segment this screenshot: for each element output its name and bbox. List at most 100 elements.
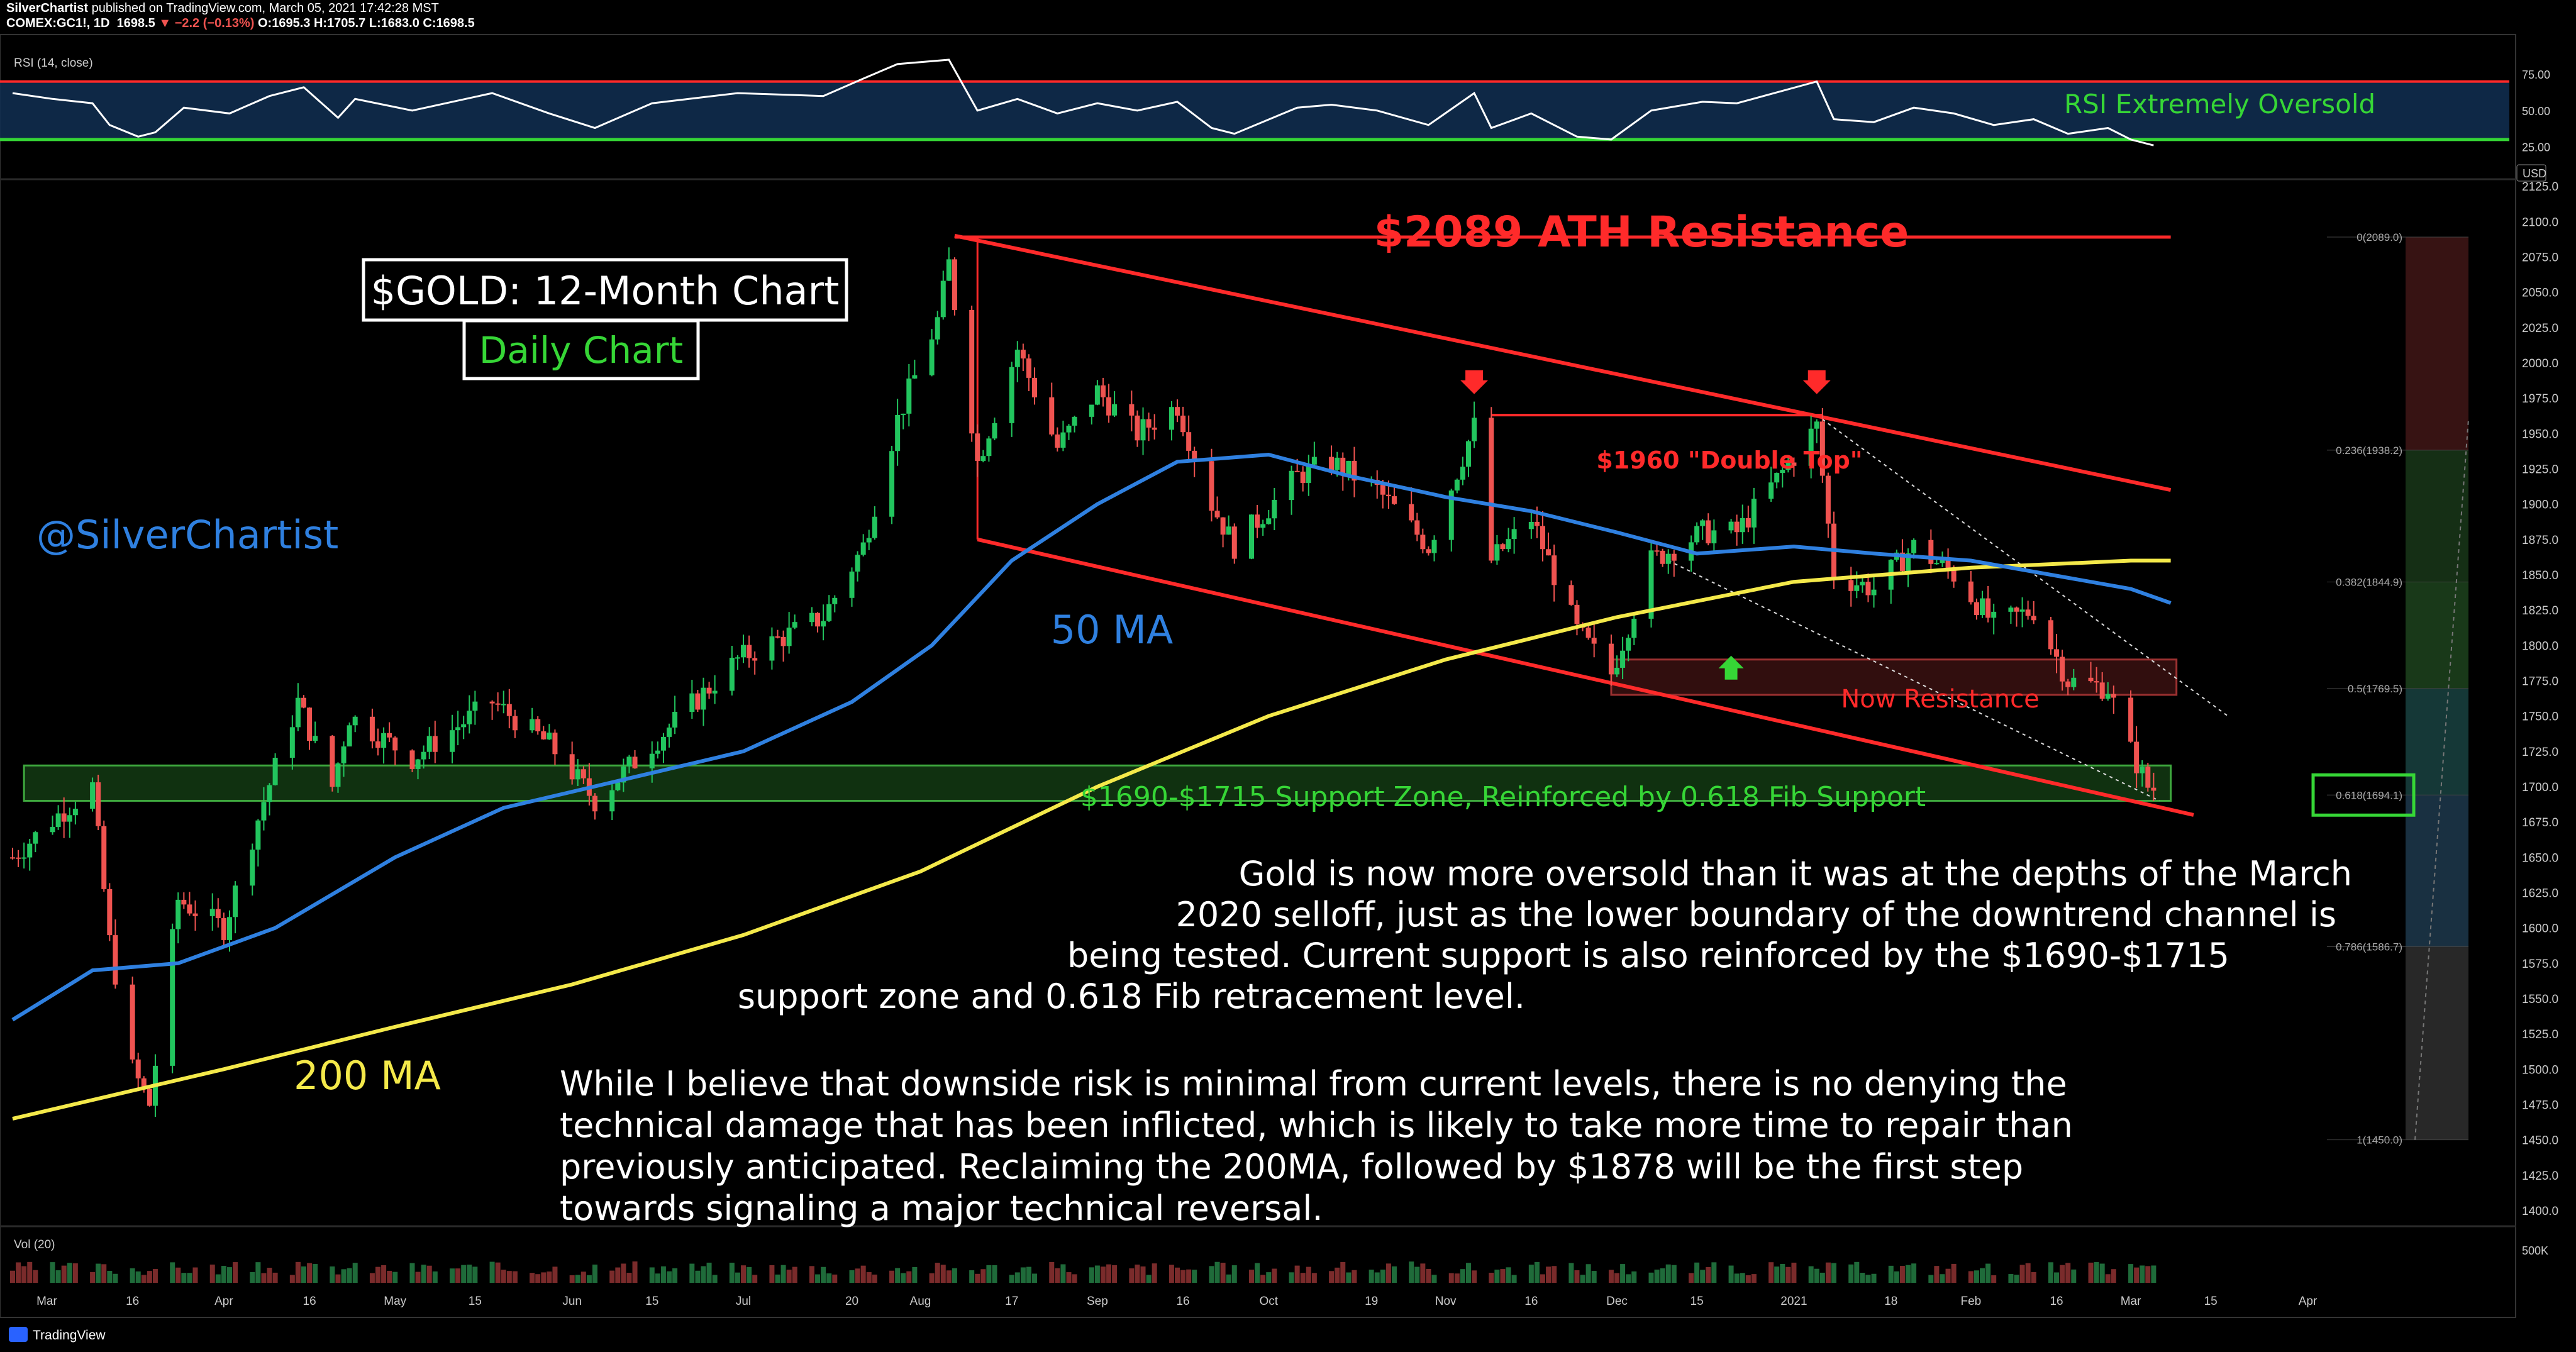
chart-title: $GOLD: 12-Month Chart	[371, 268, 840, 314]
volume-bar	[335, 1274, 341, 1283]
volume-bar	[1352, 1270, 1357, 1283]
candle-body	[832, 597, 838, 604]
channel-lower-line	[977, 537, 2194, 817]
fib-level-label: 0.5(1769.5)	[2348, 683, 2402, 695]
volume-bar	[1391, 1266, 1397, 1283]
candle-body	[250, 850, 255, 886]
candle-body	[1066, 425, 1072, 433]
candle-body	[1980, 598, 1985, 616]
volume-bar	[135, 1271, 141, 1283]
volume-bar	[1945, 1268, 1951, 1283]
volume-bar	[569, 1275, 575, 1283]
close-label: C:	[423, 16, 436, 30]
candle-body	[1574, 604, 1580, 624]
candle-body	[1585, 628, 1591, 638]
candle-body	[535, 719, 541, 731]
volume-bar	[55, 1270, 61, 1283]
volume-bar	[301, 1266, 306, 1283]
candle-body	[866, 538, 872, 543]
candle-body	[2105, 694, 2111, 699]
x-tick-label: Sep	[1087, 1295, 1108, 1308]
candle-body	[226, 917, 232, 940]
symbol[interactable]: COMEX:GC1!, 1D	[6, 16, 110, 30]
fib-level-label: 0(2089.0)	[2357, 231, 2402, 243]
candle-body	[940, 280, 946, 318]
volume-bar	[1860, 1273, 1865, 1283]
y-tick-label: 1425.0	[2522, 1170, 2558, 1183]
candle-body	[860, 542, 866, 555]
candle-body	[729, 658, 735, 691]
y-tick-label: 1400.0	[2522, 1205, 2558, 1218]
volume-bar	[2071, 1269, 2077, 1283]
volume-bar	[1460, 1269, 1465, 1283]
volume-bar	[1985, 1263, 1991, 1283]
candle-body	[1385, 494, 1391, 497]
candle-body	[392, 737, 398, 751]
candle-body	[1814, 421, 1819, 429]
x-tick-label: Jun	[562, 1295, 582, 1308]
volume-bar	[1854, 1261, 1860, 1283]
candle-body	[90, 782, 96, 809]
candle-body	[192, 913, 198, 916]
candle-body	[375, 741, 381, 748]
volume-bar	[1255, 1263, 1260, 1283]
commentary-line: While I believe that downside risk is mi…	[560, 1064, 2067, 1104]
candle-body	[1591, 638, 1597, 644]
symbol-info: COMEX:GC1!, 1D 1698.5 ▼ −2.2 (−0.13%) O:…	[6, 16, 475, 31]
volume-bar	[1980, 1268, 1985, 1283]
now-resistance-zone	[1610, 658, 2178, 696]
candle-body	[1671, 553, 1677, 561]
candle-body	[267, 785, 272, 802]
y-tick-label: 1650.0	[2522, 851, 2558, 865]
volume-bar	[1745, 1275, 1751, 1283]
volume-bar	[16, 1262, 21, 1283]
volume-bar	[1329, 1271, 1335, 1283]
candle-body	[780, 636, 786, 646]
volume-bar	[1546, 1266, 1552, 1283]
y-tick-label: 1800.0	[2522, 640, 2558, 653]
volume-bar	[1831, 1263, 1836, 1283]
volume-bar	[1711, 1262, 1717, 1283]
candle-body	[1654, 550, 1660, 552]
volume-bar	[1426, 1268, 1431, 1283]
candle-body	[352, 716, 358, 726]
fib-band	[2406, 795, 2468, 947]
fib-band	[2406, 946, 2468, 1140]
candle-body	[61, 813, 67, 822]
volume-bar	[1706, 1266, 1711, 1283]
volume-bar	[1014, 1272, 1020, 1283]
volume-bar	[1169, 1265, 1174, 1283]
volume-bar	[1266, 1272, 1272, 1283]
volume-bar	[1552, 1266, 1557, 1283]
fib-level-label: 0.382(1844.9)	[2336, 576, 2402, 588]
volume-bar	[10, 1270, 15, 1283]
volume-bar	[1911, 1263, 1917, 1283]
candle-body	[1626, 638, 1631, 651]
candle-body	[1785, 462, 1791, 470]
publisher-name[interactable]: SilverChartist	[6, 1, 89, 15]
candle-body	[752, 658, 758, 661]
now-resistance-arrow-icon	[1718, 655, 1744, 680]
candle-body	[1306, 464, 1311, 483]
x-tick-label: Mar	[2121, 1295, 2141, 1308]
y-tick-label: 1475.0	[2522, 1099, 2558, 1112]
volume-bar	[506, 1271, 512, 1283]
volume-bar	[1231, 1265, 1237, 1283]
volume-bar	[307, 1263, 313, 1283]
y-tick-label: 1825.0	[2522, 604, 2558, 618]
x-tick-label: 16	[303, 1295, 316, 1308]
candle-body	[906, 378, 912, 414]
candle-body	[1448, 490, 1454, 540]
publish-date: published on TradingView.com, March 05, …	[88, 1, 439, 15]
volume-bar	[747, 1266, 752, 1283]
x-tick-label: 15	[469, 1295, 482, 1308]
price-change: −2.2 (−0.13%)	[174, 16, 255, 30]
candle-body	[467, 711, 472, 724]
candle-body	[1552, 555, 1557, 585]
volume-bar	[626, 1273, 632, 1283]
y-tick-label: 1725.0	[2522, 746, 2558, 759]
candle-body	[55, 813, 61, 828]
volume-bar	[1094, 1265, 1100, 1283]
volume-bar	[432, 1271, 438, 1283]
volume-bar	[1785, 1266, 1791, 1283]
